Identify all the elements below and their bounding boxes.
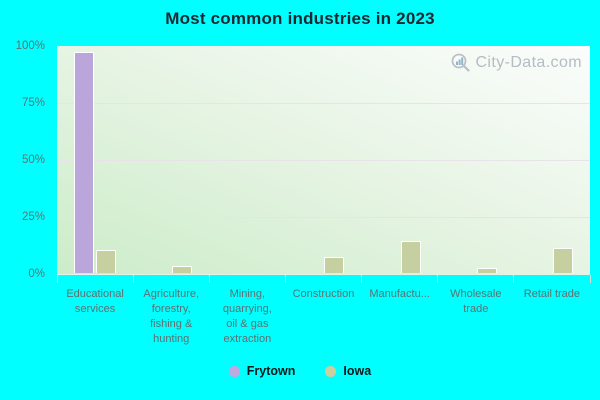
chart-legend: Frytown Iowa	[0, 364, 600, 378]
bar-frytown-1	[74, 51, 95, 273]
magnifier-bars-icon	[450, 52, 471, 73]
x-axis-tick	[208, 275, 210, 283]
x-axis-label: Manufactu...	[369, 288, 430, 300]
category-group	[57, 46, 133, 273]
plot-area: City-Data.com	[57, 46, 590, 275]
y-axis-label: 75%	[21, 97, 45, 109]
gridline	[57, 103, 590, 104]
bar-iowa-5	[400, 241, 421, 273]
watermark[interactable]: City-Data.com	[450, 52, 582, 73]
legend-label: Iowa	[343, 364, 372, 378]
y-axis-label: 100%	[15, 40, 45, 52]
x-axis-tick	[361, 275, 363, 283]
gridline	[57, 217, 590, 218]
bar-iowa-2	[172, 266, 193, 273]
y-axis-label: 25%	[21, 211, 45, 223]
y-axis-label: 50%	[21, 154, 45, 166]
chart-title: Most common industries in 2023	[165, 9, 435, 28]
legend-dot-icon	[228, 365, 240, 377]
bar-iowa-6	[476, 268, 497, 273]
category-group	[362, 46, 438, 273]
x-axis-tick	[589, 275, 591, 283]
legend-item-frytown[interactable]: Frytown	[228, 364, 296, 378]
x-axis-label: Retail trade	[523, 288, 581, 300]
x-axis-tick	[513, 275, 515, 283]
bar-iowa-7	[552, 247, 573, 273]
x-axis-tick	[56, 275, 58, 283]
x-axis-tick	[132, 275, 134, 283]
gridline	[57, 160, 590, 161]
legend-label: Frytown	[246, 364, 296, 378]
category-group	[285, 46, 361, 273]
x-axis-label: Construction	[292, 288, 355, 300]
bar-iowa-1	[96, 250, 117, 273]
legend-dot-icon	[325, 365, 337, 377]
bar-iowa-4	[324, 257, 345, 273]
x-axis-label: Educational services	[66, 288, 124, 315]
category-group	[514, 46, 590, 273]
x-axis-tick	[437, 275, 439, 283]
x-axis-label: Agriculture, forestry, fishing & hunting	[143, 288, 200, 345]
watermark-text: City-Data.com	[475, 53, 582, 71]
category-group	[133, 46, 209, 273]
x-axis-label: Wholesale trade	[450, 288, 502, 315]
category-group	[438, 46, 514, 273]
y-axis-label: 0%	[28, 268, 45, 280]
x-axis-tick	[284, 275, 286, 283]
category-group	[209, 46, 285, 273]
legend-item-iowa[interactable]: Iowa	[325, 364, 371, 378]
x-axis-label: Mining, quarrying, oil & gas extraction	[222, 288, 272, 345]
